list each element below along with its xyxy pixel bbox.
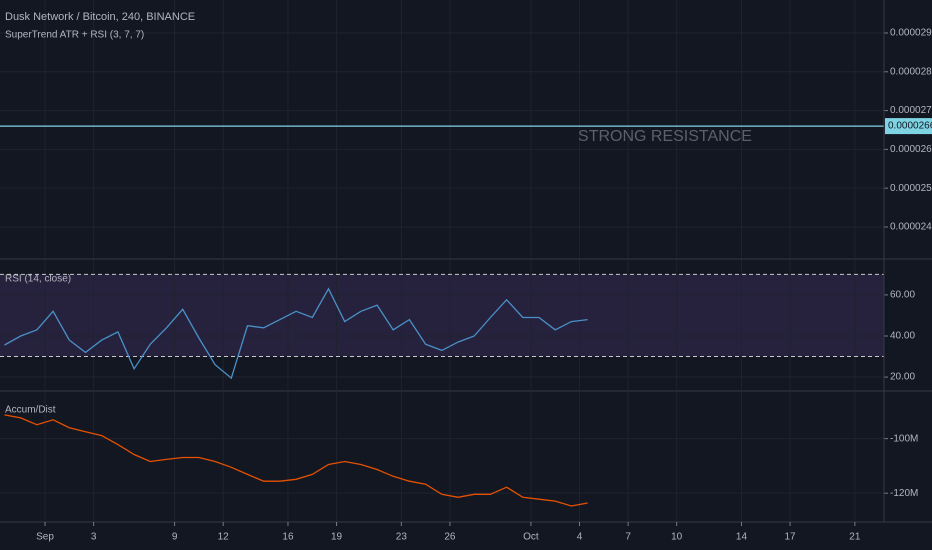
x-tick-label: Oct	[523, 532, 539, 543]
x-tick-label: 10	[671, 532, 683, 543]
series-line	[4, 414, 588, 507]
x-tick-label: 12	[218, 532, 230, 543]
y-tick-label: 60.00	[890, 290, 915, 301]
x-tick-label: 4	[577, 532, 583, 543]
y-tick-label: 20.00	[890, 372, 915, 383]
price-label-box	[885, 118, 932, 135]
y-tick-label: 0.00002400	[890, 222, 932, 233]
x-tick-label: Sep	[36, 532, 54, 543]
x-tick-label: 3	[91, 532, 97, 543]
x-tick-label: 9	[172, 532, 178, 543]
y-tick-label: 40.00	[890, 331, 915, 342]
x-tick-label: 16	[282, 532, 294, 543]
y-tick-label: -120M	[890, 488, 918, 499]
ad-label: Accum/Dist	[5, 405, 56, 416]
x-tick-label: 23	[396, 532, 408, 543]
y-tick-label: 0.00002700	[890, 105, 932, 116]
rsi-label: RSI (14, close)	[5, 274, 71, 285]
y-tick-label: 0.00002500	[890, 183, 932, 194]
y-tick-label: -100M	[890, 433, 918, 444]
x-tick-label: 26	[444, 532, 456, 543]
x-tick-label: 21	[849, 532, 861, 543]
x-tick-label: 14	[736, 532, 748, 543]
x-tick-label: 17	[784, 532, 796, 543]
y-tick-label: 0.00002900	[890, 28, 932, 39]
y-tick-label: 0.00002800	[890, 66, 932, 77]
annotation: STRONG RESISTANCE	[578, 128, 752, 145]
x-tick-label: 7	[625, 532, 631, 543]
chart-title: Dusk Network / Bitcoin, 240, BINANCE	[5, 11, 195, 23]
y-tick-label: 0.00002600	[890, 144, 932, 155]
indicator-label: SuperTrend ATR + RSI (3, 7, 7)	[5, 30, 144, 41]
series-line	[4, 287, 588, 380]
x-tick-label: 19	[331, 532, 343, 543]
rsi-band	[0, 274, 884, 357]
